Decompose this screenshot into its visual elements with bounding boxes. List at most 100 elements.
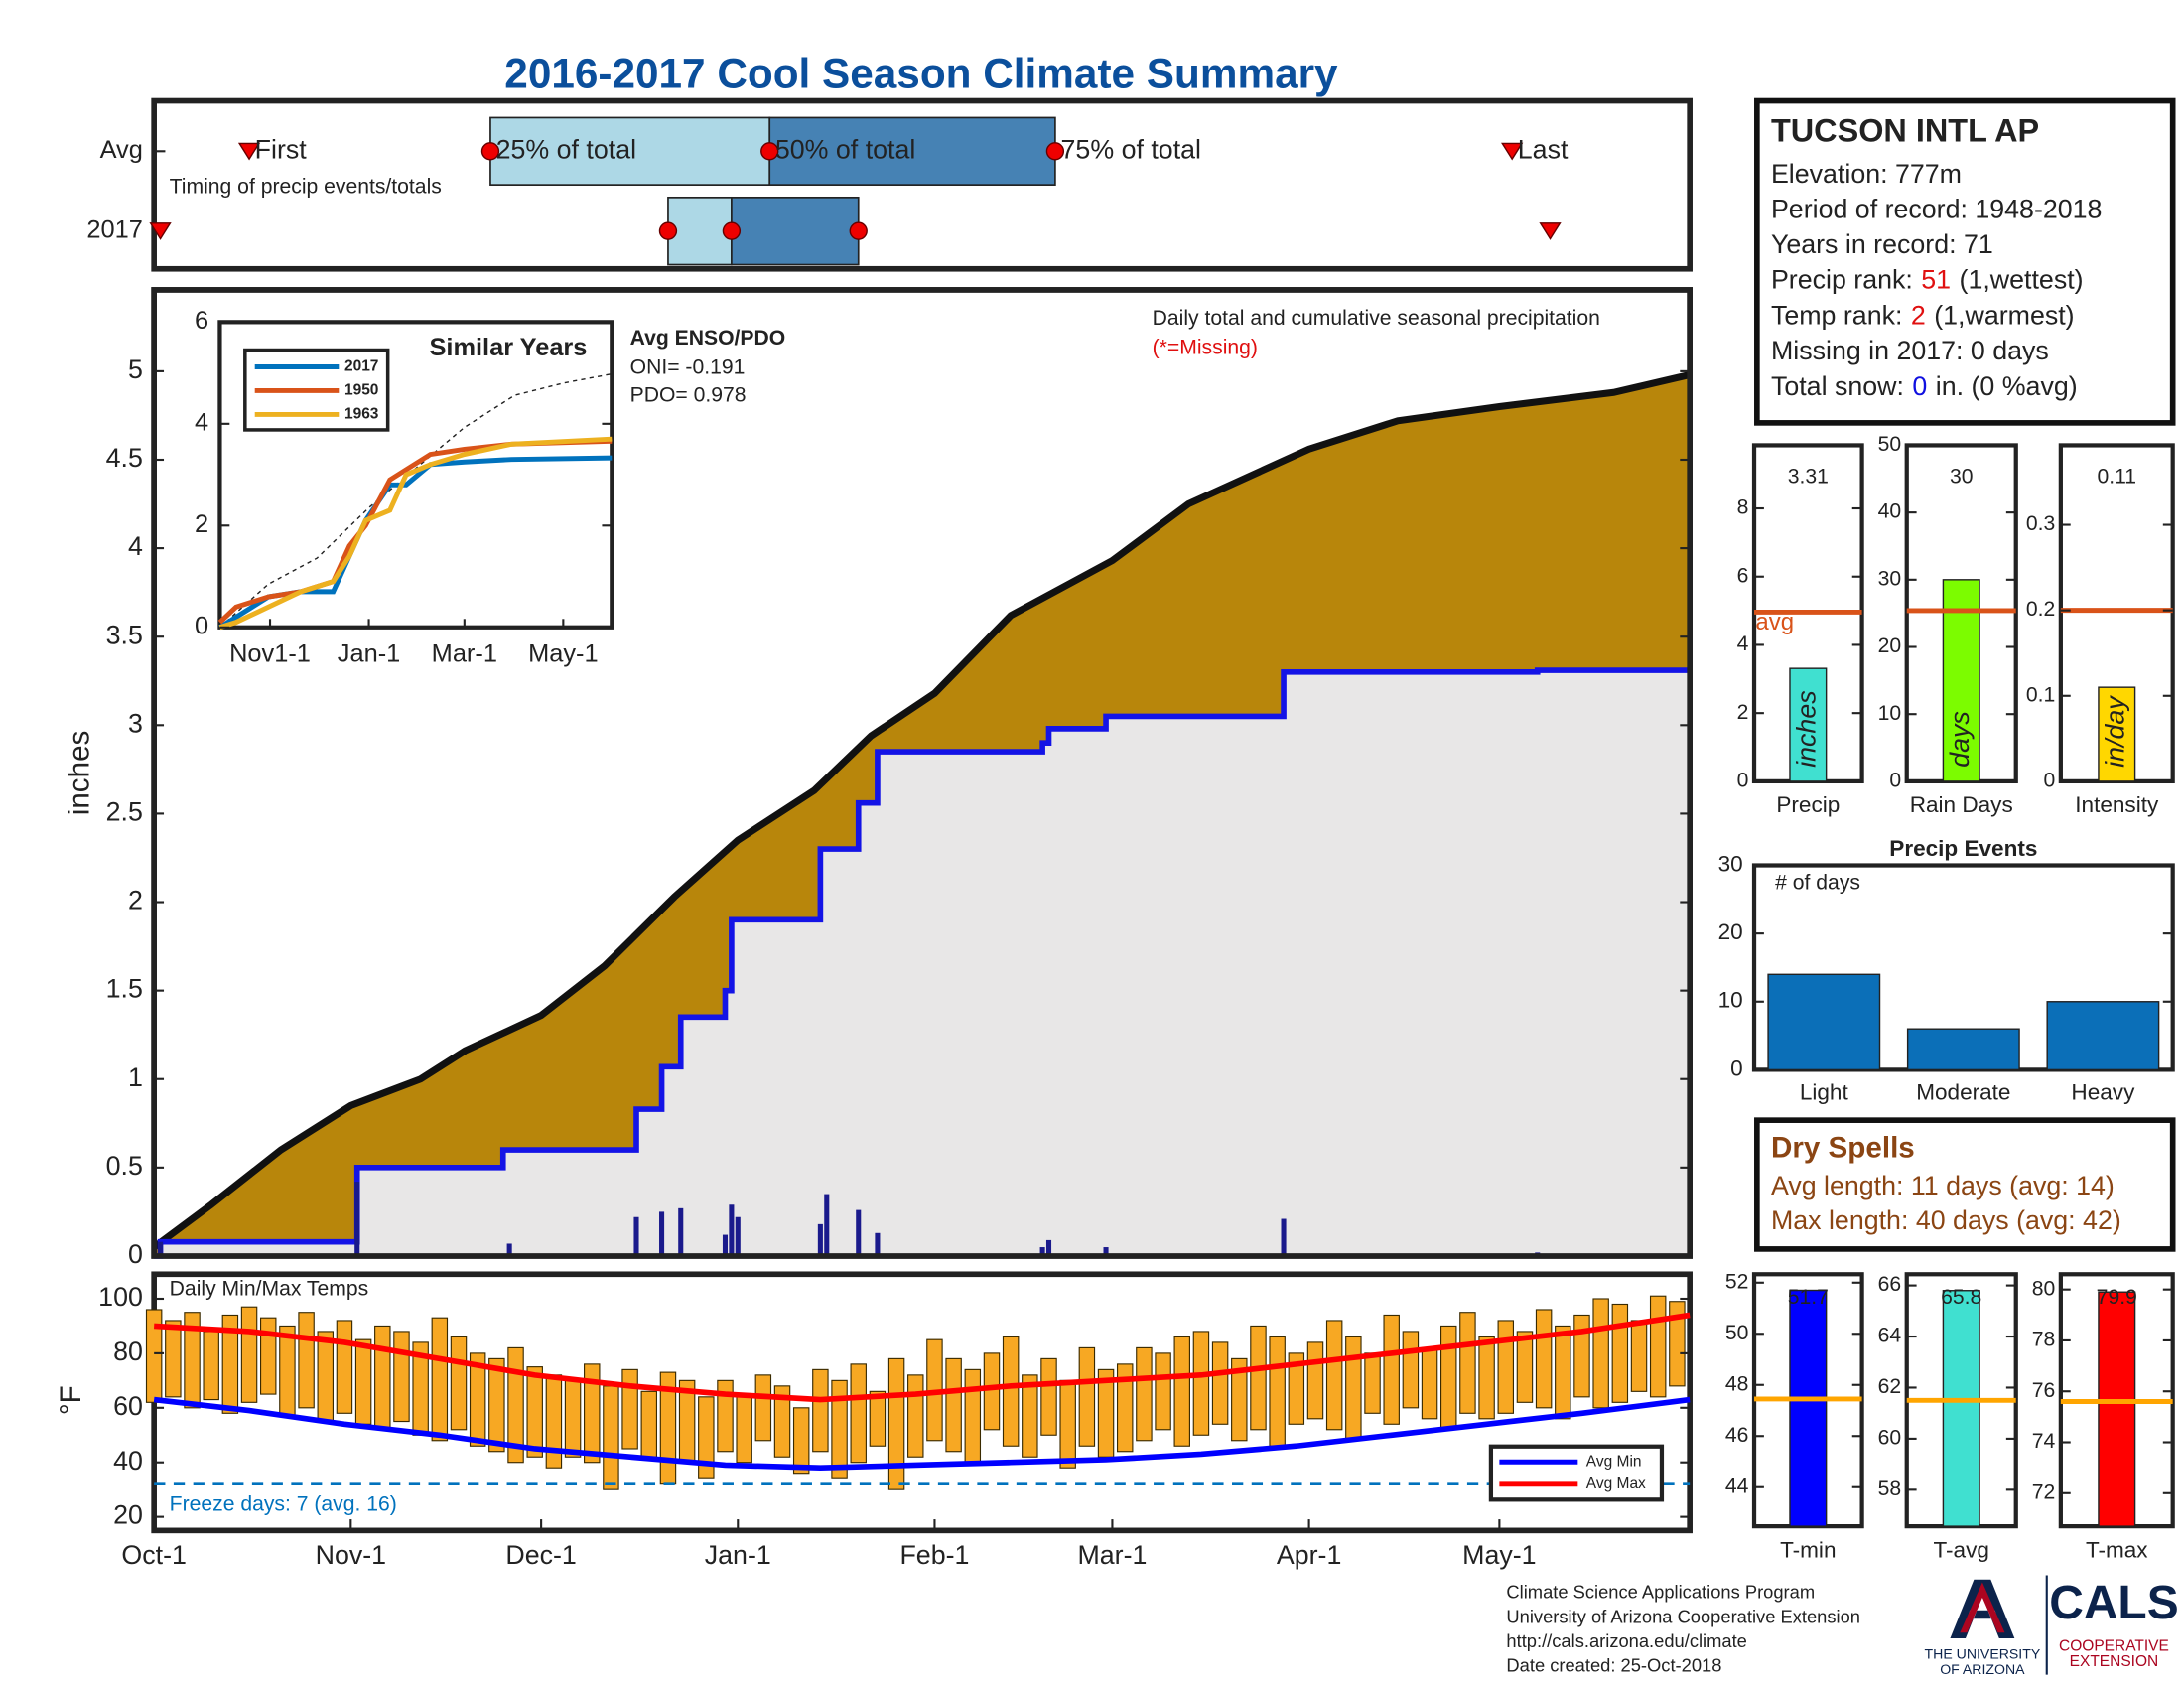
temp-range-bar: [983, 1352, 1001, 1431]
y-tick-label: 52: [1725, 1270, 1749, 1293]
average-line: [154, 1312, 1691, 1403]
y-tick-label: 76: [2032, 1379, 2056, 1402]
y-tick-label: 20: [1878, 634, 1902, 657]
temp-range-bar: [736, 1393, 752, 1464]
y-tick-label: 44: [1725, 1475, 1749, 1497]
temp-range-bar: [469, 1352, 486, 1447]
footer-line: http://cals.arizona.edu/climate: [1506, 1630, 1746, 1651]
temp-range-bar: [1497, 1320, 1515, 1414]
temp-range-bar: [1192, 1331, 1210, 1436]
missing-note: (*=Missing): [1153, 337, 1258, 359]
legend-box: [1488, 1444, 1665, 1502]
temp-range-bar: [336, 1320, 353, 1414]
station-text: Total snow:: [1771, 371, 1904, 401]
station-text: Temp rank:: [1771, 300, 1902, 330]
x-tick-label: Mar-1: [432, 640, 497, 668]
temp-range-bar: [507, 1346, 524, 1464]
temp-range-bar: [1402, 1331, 1420, 1409]
temp-range-bar: [754, 1374, 772, 1442]
season-area: [154, 670, 1691, 1256]
temp-range-bar: [831, 1379, 848, 1479]
unit-label: in/day: [2100, 695, 2129, 768]
station-name: TUCSON INTL AP: [1771, 113, 2039, 149]
temp-range-bar: [526, 1366, 543, 1458]
axes-frame: [151, 287, 1693, 1259]
bar: [1906, 1028, 2020, 1071]
y-tick-label: 10: [1878, 702, 1902, 725]
temp-range-bar: [1211, 1341, 1229, 1425]
y-tick-label: 20: [1718, 919, 1743, 944]
temp-range-bar: [1078, 1346, 1096, 1447]
quartile-box: [768, 116, 1056, 186]
legend-label: 1963: [344, 406, 379, 423]
event-marker: [237, 142, 261, 161]
temp-range-bar: [1288, 1352, 1305, 1425]
temp-range-bar: [1059, 1379, 1076, 1469]
x-tick-label: Nov-1: [316, 1540, 386, 1570]
temp-range-bar: [1421, 1346, 1438, 1420]
value-label: 30: [1950, 465, 1974, 488]
chart-note: Daily total and cumulative seasonal prec…: [1153, 307, 1600, 330]
x-tick-label: Dec-1: [505, 1540, 576, 1570]
y-tick-label: 80: [113, 1336, 143, 1366]
temp-range-bar: [545, 1374, 563, 1469]
bar: [1942, 579, 1980, 782]
y-tick-label: 0.2: [2026, 598, 2055, 621]
station-text: Precip rank:: [1771, 265, 1913, 295]
temp-range-bar: [279, 1325, 296, 1417]
logo-cals: CALS: [2049, 1577, 2179, 1629]
y-tick-label: 60: [1878, 1427, 1902, 1450]
x-tick-label: Nov1-1: [229, 640, 311, 668]
bar: [2098, 1291, 2136, 1527]
daily-bar: [354, 1182, 360, 1256]
y-tick-label: 80: [2032, 1277, 2056, 1300]
x-tick-label: May-1: [528, 640, 599, 668]
temp-range-bar: [354, 1338, 372, 1425]
event-marker: [1501, 142, 1524, 161]
y-tick-label: 50: [1878, 433, 1902, 456]
logo-text: THE UNIVERSITY: [1925, 1646, 2041, 1662]
daily-bar: [678, 1207, 684, 1256]
temp-range-bar: [812, 1368, 829, 1453]
y-tick-label: 4.5: [106, 443, 143, 473]
temp-range-bar: [1136, 1346, 1153, 1442]
temp-range-bar: [431, 1317, 449, 1442]
temp-range-bar: [374, 1325, 391, 1431]
station-line: Period of record: 1948-2018: [1771, 194, 2103, 223]
temp-range-bar: [1611, 1303, 1629, 1403]
marker-label: 50% of total: [775, 134, 915, 164]
quartile-box: [667, 196, 733, 266]
row-label: Avg: [100, 136, 143, 164]
station-text: (1,wettest): [1960, 265, 2084, 295]
x-tick-label: Feb-1: [899, 1540, 969, 1570]
temp-range-bar: [1002, 1336, 1020, 1447]
y-tick-label: 2: [128, 886, 143, 915]
quartile-box: [731, 196, 860, 266]
daily-bar: [158, 1241, 164, 1256]
temp-range-bar: [1325, 1320, 1343, 1431]
temp-range-bar: [640, 1390, 658, 1458]
temp-range-bar: [603, 1385, 619, 1490]
temp-range-bar: [850, 1363, 867, 1464]
temp-range-bar: [221, 1314, 239, 1414]
temp-range-bar: [450, 1336, 468, 1431]
daily-bar: [1281, 1218, 1287, 1256]
temp-range-bar: [621, 1368, 638, 1450]
station-text: 0: [1912, 371, 1927, 401]
event-marker: [1539, 222, 1562, 240]
y-tick-label: 30: [1878, 567, 1902, 590]
daily-bar: [817, 1223, 823, 1256]
temp-range-bar: [792, 1407, 810, 1475]
daily-bar: [1039, 1247, 1045, 1256]
temp-range-bar: [259, 1317, 277, 1395]
quartile-marker: [722, 221, 742, 240]
marker-label: Last: [1518, 134, 1569, 164]
quartile-box: [489, 116, 771, 186]
value-label: 79.9: [2097, 1286, 2137, 1309]
marker-label: First: [255, 134, 308, 164]
temp-range-bar: [869, 1390, 887, 1447]
marker-label: 25% of total: [496, 134, 636, 164]
value-label: 0.11: [2097, 465, 2136, 488]
station-box: [1754, 97, 2176, 426]
temp-range-bar: [564, 1379, 582, 1458]
